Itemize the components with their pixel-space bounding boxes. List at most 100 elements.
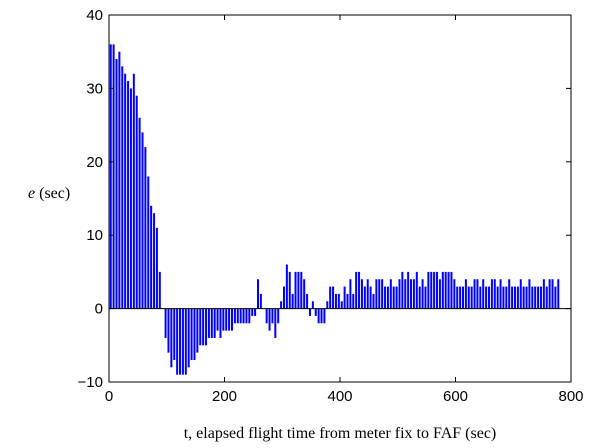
bar [196,308,199,353]
x-tick-label: 0 [105,388,113,405]
bar [522,286,525,309]
bar [216,308,219,331]
bar [551,279,554,309]
y-tick-label: 30 [86,80,103,97]
bar [257,279,259,309]
bar [545,286,548,309]
bar [499,279,502,309]
bar [453,279,456,309]
bar [375,279,378,309]
bar [444,271,447,309]
bar [537,286,540,309]
bar [462,286,465,309]
bar [153,213,156,309]
bar [202,308,205,346]
bar [294,271,297,309]
bar [332,286,335,309]
bar [280,301,283,309]
bars [109,44,560,375]
bar [384,286,387,309]
bar [268,308,271,331]
bar [112,44,115,309]
bar [488,286,490,309]
bar [482,279,485,309]
bar [534,286,537,309]
bar [476,279,479,309]
bar [369,286,372,309]
bar [155,227,158,309]
bar [528,279,531,309]
bar [207,308,210,338]
bar [450,271,453,309]
bar [349,279,352,309]
bar [479,286,482,309]
bar [167,308,170,353]
bar [401,271,404,309]
bar [485,286,488,309]
bar [386,286,389,309]
bar [127,81,130,309]
bar [459,286,462,309]
y-tick-label: −10 [78,374,103,391]
bar [271,308,274,324]
bar [308,308,311,316]
bar [464,279,467,309]
bar [245,308,248,324]
bar [323,308,326,324]
bar [554,286,557,309]
bar [473,279,476,309]
bar [516,286,519,309]
bar [297,271,300,309]
bar [147,176,150,309]
bar [314,308,317,316]
bar [213,308,216,338]
bar [363,286,366,309]
bar [493,279,496,309]
bar [398,279,401,309]
bar [513,286,516,309]
bar [531,286,534,309]
bar [496,286,499,309]
bar [121,66,124,309]
bar [436,271,439,309]
x-tick-label: 800 [558,388,583,405]
bar [548,279,551,309]
bar [511,286,514,309]
bar [282,286,285,309]
y-tick-label: 0 [95,301,103,318]
bar [317,308,320,324]
bar [407,271,410,309]
bar [326,301,329,309]
bar [176,308,179,375]
bar [410,279,413,309]
bar [109,44,112,309]
y-tick-label: 10 [86,227,103,244]
bar [430,271,433,309]
bar [239,308,242,324]
bar [366,279,369,309]
bar [306,293,309,309]
bar [118,51,121,309]
bar [421,279,424,309]
bar [115,59,118,309]
y-axis-unit: (sec) [35,185,70,202]
bar [334,293,337,309]
bar [490,279,493,309]
bar [415,271,418,309]
bar [254,308,257,316]
bar [190,308,193,360]
x-tick-label: 400 [327,388,352,405]
y-axis-label: e (sec) [28,185,70,202]
bar [542,279,545,309]
bar [433,271,436,309]
bar [158,271,161,309]
bar [311,301,314,309]
bar [199,308,202,346]
bar [355,271,358,309]
bar [225,308,228,331]
bar [251,308,254,316]
bar [222,308,225,331]
bar [179,308,182,375]
bar [557,279,560,309]
